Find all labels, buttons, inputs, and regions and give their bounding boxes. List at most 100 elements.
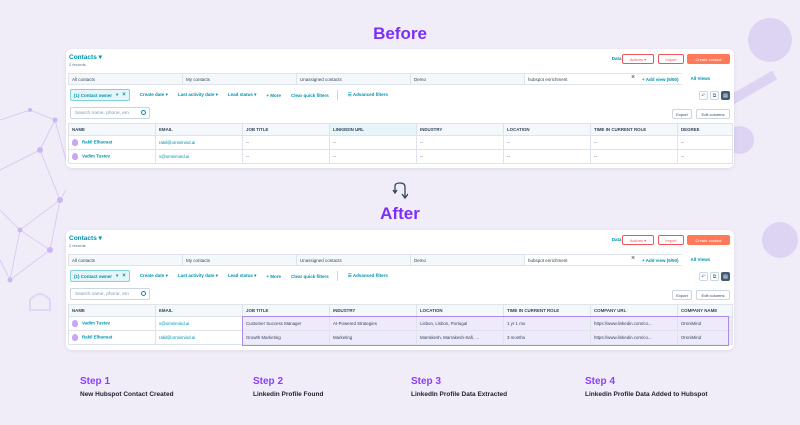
page-title[interactable]: Contacts ▾	[69, 235, 102, 242]
actions-button[interactable]: Actions ▾	[622, 54, 654, 64]
advanced-filters-button[interactable]: ☰ Advanced filters	[347, 92, 388, 97]
column-header[interactable]: COMPANY URL	[590, 304, 678, 317]
tab-unassigned[interactable]: Unassigned contacts	[296, 73, 410, 85]
search-icon	[141, 291, 146, 296]
company-url-cell[interactable]: https://www.linkedin.com/co...	[590, 316, 678, 331]
more-filters-button[interactable]: + More	[266, 92, 282, 98]
more-filters-button[interactable]: + More	[266, 273, 282, 279]
contact-owner-filter[interactable]: (1) Contact owner ▾ ×	[70, 270, 130, 282]
column-header[interactable]: INDUSTRY	[329, 304, 417, 317]
tab-my-contacts[interactable]: My contacts	[182, 73, 296, 85]
table-header-row: NAME EMAIL JOB TITLE INDUSTRY LOCATION T…	[68, 304, 733, 317]
column-header[interactable]: JOB TITLE	[242, 304, 330, 317]
import-button[interactable]: Import	[658, 54, 684, 64]
clear-filters-button[interactable]: Clear quick filters	[291, 92, 329, 98]
table-row[interactable]: Vadim Tustev v@omnimind.ai Customer Succ…	[68, 316, 733, 331]
create-contact-button[interactable]: Create contact	[687, 54, 730, 64]
column-header[interactable]: NAME	[68, 304, 156, 317]
edit-columns-button[interactable]: Edit columns	[696, 109, 730, 119]
contact-name-cell[interactable]: Vadim Tustev	[68, 316, 156, 331]
tab-all-contacts[interactable]: All contacts	[68, 73, 182, 85]
copy-icon[interactable]: ⧉	[710, 272, 719, 281]
column-header[interactable]: COMPANY NAME	[677, 304, 733, 317]
job-title-cell: Customer Success Manager	[242, 316, 330, 331]
create-date-filter[interactable]: Create date ▾	[139, 273, 168, 278]
column-header[interactable]: INDUSTRY	[416, 123, 504, 136]
all-views-link[interactable]: All Views	[690, 257, 711, 262]
contact-name-cell[interactable]: Vadim Tustev	[68, 149, 156, 164]
contact-name-cell[interactable]: Rakil Elhaouat	[68, 330, 156, 345]
copy-icon[interactable]: ⧉	[710, 91, 719, 100]
column-header[interactable]: EMAIL	[155, 304, 243, 317]
tab-demo[interactable]: Demo	[410, 73, 524, 85]
email-cell[interactable]: v@omnimind.ai	[155, 149, 243, 164]
last-activity-filter[interactable]: Last activity date ▾	[177, 92, 218, 97]
edit-columns-button[interactable]: Edit columns	[696, 290, 730, 300]
email-cell[interactable]: v@omnimind.ai	[155, 316, 243, 331]
column-header[interactable]: TIME IN CURRENT ROLE	[590, 123, 678, 136]
tab-hubspot-enrichment[interactable]: hubspot enrichment	[524, 254, 628, 266]
search-input[interactable]: Search name, phone, em	[70, 107, 150, 119]
column-header[interactable]: NAME	[68, 123, 156, 136]
contact-name-cell[interactable]: Rakil Elhaouat	[68, 135, 156, 150]
advanced-filters-button[interactable]: ☰ Advanced filters	[347, 273, 388, 278]
column-header[interactable]: DEGREE	[677, 123, 733, 136]
page-title[interactable]: Contacts ▾	[69, 54, 102, 61]
remove-filter-icon[interactable]: ×	[122, 92, 126, 98]
last-activity-filter[interactable]: Last activity date ▾	[177, 273, 218, 278]
step-number: Step 3	[411, 376, 442, 387]
lead-status-filter[interactable]: Lead status ▾	[227, 273, 257, 278]
export-button[interactable]: Export	[672, 109, 692, 119]
location-cell: --	[503, 135, 591, 150]
undo-icon[interactable]: ↶	[699, 272, 708, 281]
clear-filters-button[interactable]: Clear quick filters	[291, 273, 329, 279]
degree-cell: --	[677, 135, 733, 150]
column-header[interactable]: TIME IN CURRENT ROLE	[503, 304, 591, 317]
contacts-table: NAME EMAIL JOB TITLE LINKEDIN URL INDUST…	[68, 123, 733, 164]
step-number: Step 2	[253, 376, 284, 387]
remove-filter-icon[interactable]: ×	[122, 273, 126, 279]
all-views-link[interactable]: All Views	[690, 76, 711, 81]
tab-hubspot-enrichment[interactable]: hubspot enrichment	[524, 73, 628, 85]
degree-cell: --	[677, 149, 733, 164]
step-number: Step 1	[80, 376, 111, 387]
linkedin-cell: --	[329, 135, 417, 150]
email-cell[interactable]: rakil@omnimind.ai	[155, 135, 243, 150]
close-tab-icon[interactable]: ×	[628, 73, 638, 85]
tab-all-contacts[interactable]: All contacts	[68, 254, 182, 266]
email-cell[interactable]: rakil@omnimind.ai	[155, 330, 243, 345]
tab-unassigned[interactable]: Unassigned contacts	[296, 254, 410, 266]
column-header[interactable]: EMAIL	[155, 123, 243, 136]
contact-owner-filter[interactable]: (1) Contact owner ▾ ×	[70, 89, 130, 101]
tab-demo[interactable]: Demo	[410, 254, 524, 266]
create-date-filter[interactable]: Create date ▾	[139, 92, 168, 97]
table-header-row: NAME EMAIL JOB TITLE LINKEDIN URL INDUST…	[68, 123, 733, 136]
create-contact-button[interactable]: Create contact	[687, 235, 730, 245]
add-view-button[interactable]: + Add view (5/50)	[638, 254, 683, 266]
add-view-button[interactable]: + Add view (5/50)	[638, 73, 683, 85]
avatar	[72, 139, 78, 146]
step-description: New Hubspot Contact Created	[80, 391, 174, 398]
table-view-icon[interactable]: ▤	[721, 272, 730, 281]
table-row[interactable]: Rakil Elhaouat rakil@omnimind.ai Growth …	[68, 330, 733, 345]
close-tab-icon[interactable]: ×	[628, 254, 638, 266]
export-button[interactable]: Export	[672, 290, 692, 300]
import-button[interactable]: Import	[658, 235, 684, 245]
column-header[interactable]: LOCATION	[416, 304, 504, 317]
table-row[interactable]: Rakil Elhaouat rakil@omnimind.ai -- -- -…	[68, 135, 733, 150]
search-input[interactable]: Search name, phone, em	[70, 288, 150, 300]
record-count: 2 records	[69, 243, 86, 248]
column-header[interactable]: JOB TITLE	[242, 123, 330, 136]
tab-my-contacts[interactable]: My contacts	[182, 254, 296, 266]
column-header[interactable]: LOCATION	[503, 123, 591, 136]
lead-status-filter[interactable]: Lead status ▾	[227, 92, 257, 97]
column-header[interactable]: LINKEDIN URL	[329, 123, 417, 136]
step-description: Linkedin Profile Data Added to Hubspot	[585, 391, 708, 398]
undo-icon[interactable]: ↶	[699, 91, 708, 100]
actions-button[interactable]: Actions ▾	[622, 235, 654, 245]
table-row[interactable]: Vadim Tustev v@omnimind.ai -- -- -- -- -…	[68, 149, 733, 164]
location-cell: Marrakesh, Marrakesh-Safi, ...	[416, 330, 504, 345]
step-description: LinkedIn Profile Data Extracted	[411, 391, 508, 398]
company-url-cell[interactable]: https://www.linkedin.com/co...	[590, 330, 678, 345]
table-view-icon[interactable]: ▤	[721, 91, 730, 100]
